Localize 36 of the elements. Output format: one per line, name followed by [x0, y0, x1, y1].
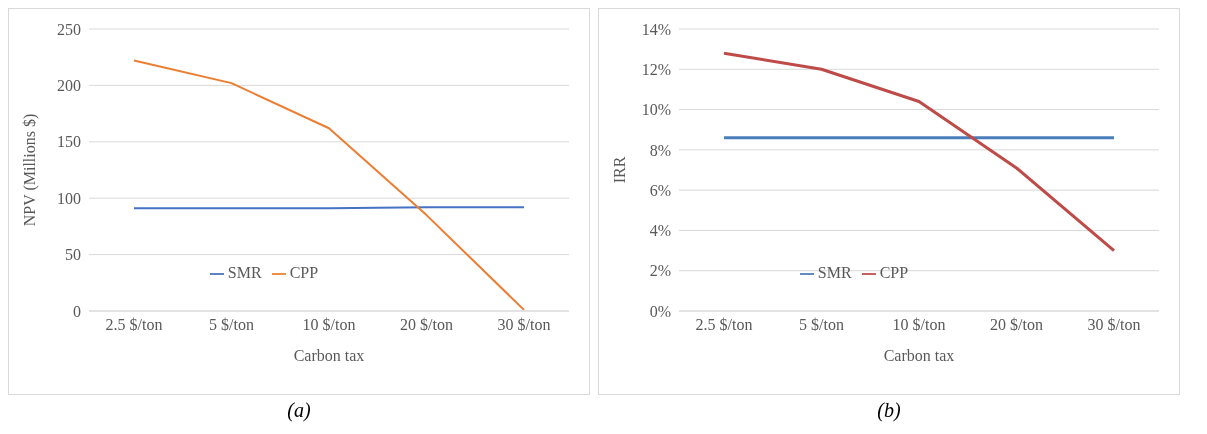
y-tick-label: 100 — [57, 189, 81, 207]
y-tick-label: 4% — [649, 222, 671, 240]
y-tick-label: 8% — [649, 141, 671, 159]
y-tick-label: 150 — [57, 133, 81, 151]
x-tick-label: 20 $/ton — [990, 316, 1043, 334]
x-tick-label: 2.5 $/ton — [695, 316, 753, 334]
x-axis-title: Carbon tax — [883, 347, 955, 364]
y-tick-label: 0 — [73, 302, 81, 320]
y-tick-label: 50 — [65, 246, 81, 264]
text: (b) — [876, 399, 902, 422]
y-tick-label: 250 — [57, 20, 81, 38]
x-tick-label: 20 $/ton — [400, 316, 453, 334]
y-tick-label: 10% — [641, 101, 671, 119]
legend-label: CPP — [289, 264, 319, 281]
y-tick-label: 2% — [649, 262, 671, 280]
y-tick-label: 0% — [649, 302, 671, 320]
line-series — [722, 51, 1116, 253]
legend-label: SMR — [817, 264, 852, 281]
x-tick-label: 5 $/ton — [799, 316, 844, 334]
x-tick-label: 2.5 $/ton — [105, 316, 163, 334]
legend-label: SMR — [227, 264, 262, 281]
x-axis-title: Carbon tax — [293, 347, 365, 364]
x-tick-label: 10 $/ton — [302, 316, 356, 334]
y-tick-label: 12% — [641, 60, 671, 78]
y-axis-title: NPV (Millions $) — [20, 113, 39, 227]
y-tick-label: 6% — [649, 181, 671, 199]
text: (a) — [286, 399, 312, 422]
legend-label: CPP — [879, 264, 909, 281]
x-tick-label: 30 $/ton — [497, 316, 551, 334]
y-axis-title: IRR — [610, 156, 628, 184]
x-tick-label: 5 $/ton — [209, 316, 254, 334]
x-tick-label: 30 $/ton — [1087, 316, 1141, 334]
y-tick-label: 200 — [57, 77, 81, 95]
y-tick-label: 14% — [641, 20, 671, 38]
x-tick-label: 10 $/ton — [892, 316, 946, 334]
line-series — [133, 59, 525, 311]
